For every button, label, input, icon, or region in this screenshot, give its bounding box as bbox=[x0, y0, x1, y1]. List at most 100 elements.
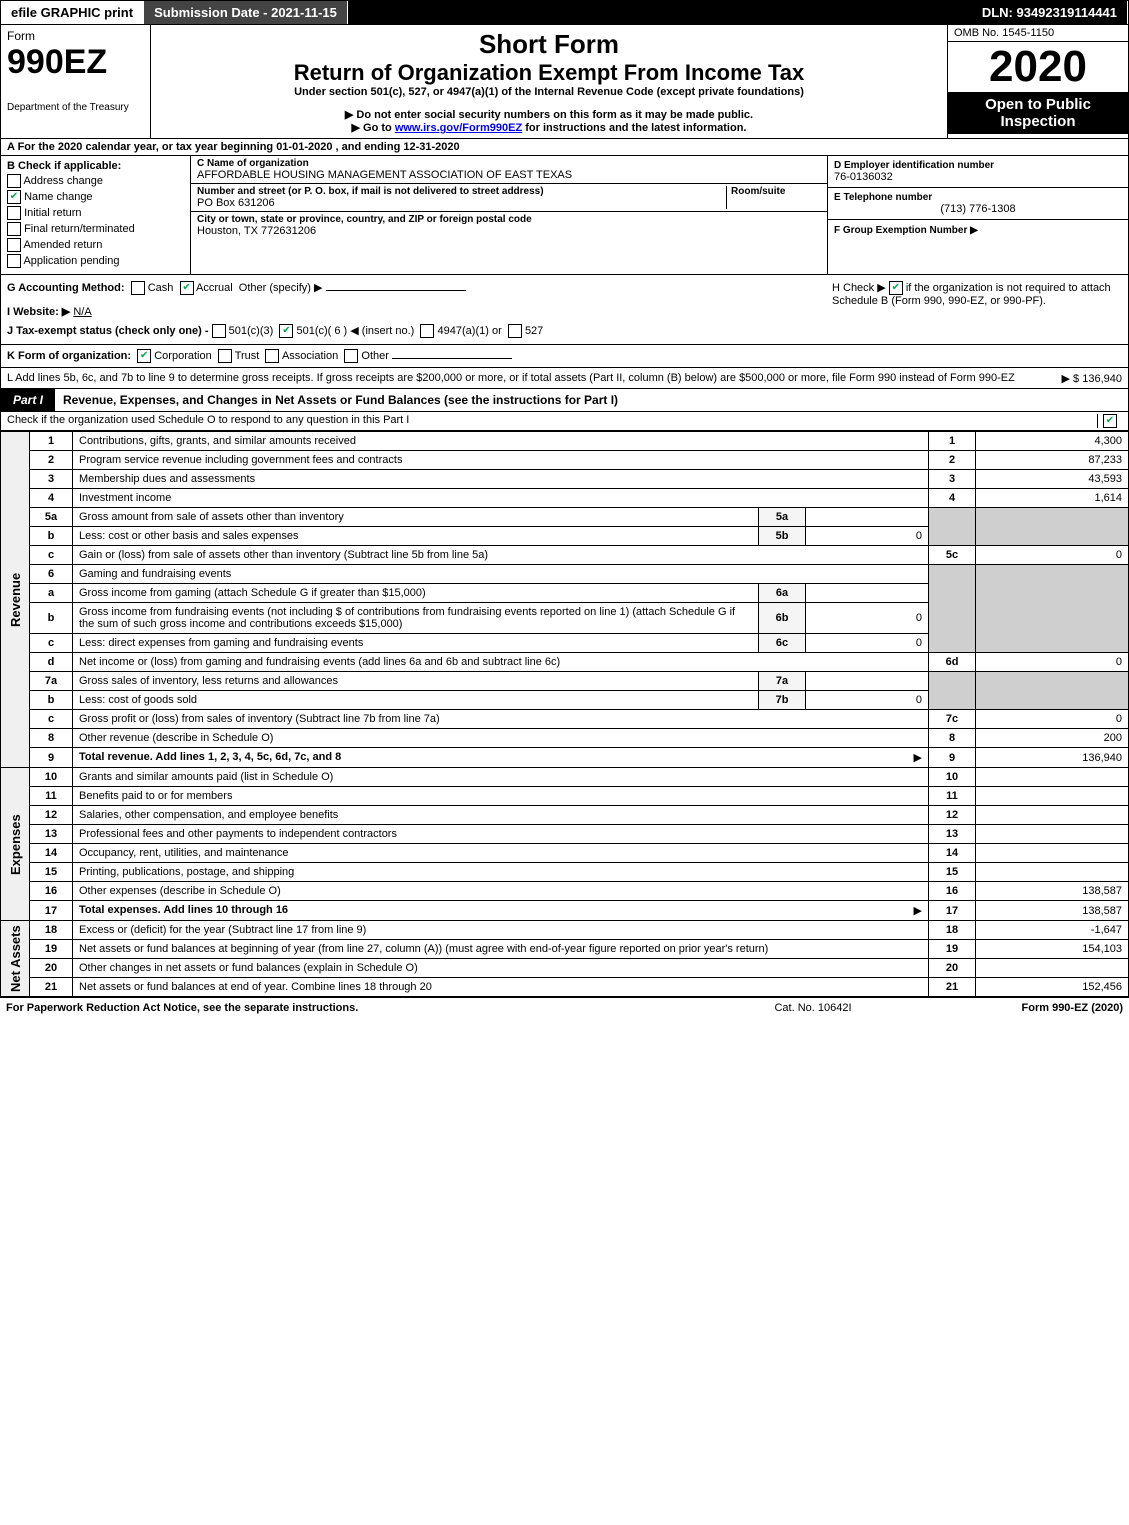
line-20-no: 20 bbox=[30, 959, 73, 978]
check-initial-return[interactable]: Initial return bbox=[7, 206, 184, 220]
other-specify-input[interactable] bbox=[326, 290, 466, 291]
line-5a: 5a Gross amount from sale of assets othe… bbox=[1, 508, 1129, 527]
org-street-cell: Number and street (or P. O. box, if mail… bbox=[191, 184, 827, 212]
line-9-no: 9 bbox=[30, 748, 73, 768]
part-1-table: Revenue 1 Contributions, gifts, grants, … bbox=[0, 431, 1129, 997]
line-7a: 7a Gross sales of inventory, less return… bbox=[1, 672, 1129, 691]
line-6d: d Net income or (loss) from gaming and f… bbox=[1, 653, 1129, 672]
line-7a-desc: Gross sales of inventory, less returns a… bbox=[73, 672, 759, 691]
check-cash[interactable] bbox=[131, 281, 145, 295]
line-2-no: 2 bbox=[30, 451, 73, 470]
line-8-col: 8 bbox=[929, 729, 976, 748]
line-11-col: 11 bbox=[929, 787, 976, 806]
line-6a-subval bbox=[806, 584, 929, 603]
line-1-no: 1 bbox=[30, 432, 73, 451]
check-corporation[interactable] bbox=[137, 349, 151, 363]
section-d: D Employer identification number 76-0136… bbox=[828, 156, 1128, 188]
line-3-desc: Membership dues and assessments bbox=[73, 470, 929, 489]
revenue-side-label: Revenue bbox=[1, 432, 30, 768]
check-other-org[interactable] bbox=[344, 349, 358, 363]
room-suite-label: Room/suite bbox=[731, 186, 821, 197]
line-12-no: 12 bbox=[30, 806, 73, 825]
line-19-no: 19 bbox=[30, 940, 73, 959]
line-9-desc: Total revenue. Add lines 1, 2, 3, 4, 5c,… bbox=[79, 751, 341, 763]
check-501c[interactable] bbox=[279, 324, 293, 338]
row-g: G Accounting Method: Cash Accrual Other … bbox=[7, 281, 832, 338]
page-footer: For Paperwork Reduction Act Notice, see … bbox=[0, 997, 1129, 1018]
section-e: E Telephone number (713) 776-1308 bbox=[828, 188, 1128, 220]
line-7-shade bbox=[929, 672, 976, 710]
line-18-desc: Excess or (deficit) for the year (Subtra… bbox=[73, 921, 929, 940]
line-15-no: 15 bbox=[30, 863, 73, 882]
line-7-shade-amt bbox=[976, 672, 1129, 710]
check-address-change[interactable]: Address change bbox=[7, 174, 184, 188]
opt-4947: 4947(a)(1) or bbox=[438, 325, 502, 337]
check-application-pending[interactable]: Application pending bbox=[7, 254, 184, 268]
opt-other-org: Other bbox=[361, 350, 389, 362]
line-15: 15 Printing, publications, postage, and … bbox=[1, 863, 1129, 882]
section-def: D Employer identification number 76-0136… bbox=[828, 156, 1128, 274]
part-1-header: Part I Revenue, Expenses, and Changes in… bbox=[0, 389, 1129, 412]
line-5c: c Gain or (loss) from sale of assets oth… bbox=[1, 546, 1129, 565]
line-7c-no: c bbox=[30, 710, 73, 729]
check-association[interactable] bbox=[265, 349, 279, 363]
line-7a-subval bbox=[806, 672, 929, 691]
line-6d-no: d bbox=[30, 653, 73, 672]
line-6-desc: Gaming and fundraising events bbox=[73, 565, 929, 584]
opt-corporation: Corporation bbox=[154, 350, 211, 362]
line-6c-desc: Less: direct expenses from gaming and fu… bbox=[73, 634, 759, 653]
expenses-side-label: Expenses bbox=[1, 768, 30, 921]
check-amended-return[interactable]: Amended return bbox=[7, 238, 184, 252]
opt-association: Association bbox=[282, 350, 338, 362]
omb-label: OMB No. 1545-1150 bbox=[948, 25, 1128, 42]
line-5a-subval bbox=[806, 508, 929, 527]
check-schedule-b[interactable] bbox=[889, 281, 903, 295]
line-5c-col: 5c bbox=[929, 546, 976, 565]
other-org-input[interactable] bbox=[392, 358, 512, 359]
check-501c3[interactable] bbox=[212, 324, 226, 338]
line-4-col: 4 bbox=[929, 489, 976, 508]
row-l: L Add lines 5b, 6c, and 7b to line 9 to … bbox=[0, 368, 1129, 389]
line-7a-no: 7a bbox=[30, 672, 73, 691]
check-final-return[interactable]: Final return/terminated bbox=[7, 222, 184, 236]
dln-label: DLN: 93492319114441 bbox=[972, 1, 1128, 24]
row-gh: G Accounting Method: Cash Accrual Other … bbox=[0, 275, 1129, 345]
line-14-amt bbox=[976, 844, 1129, 863]
part-1-title: Revenue, Expenses, and Changes in Net As… bbox=[55, 389, 1128, 411]
line-14: 14 Occupancy, rent, utilities, and maint… bbox=[1, 844, 1129, 863]
line-6d-desc: Net income or (loss) from gaming and fun… bbox=[73, 653, 929, 672]
line-19-amt: 154,103 bbox=[976, 940, 1129, 959]
line-10: Expenses 10 Grants and similar amounts p… bbox=[1, 768, 1129, 787]
check-name-change[interactable]: Name change bbox=[7, 190, 184, 204]
line-18-col: 18 bbox=[929, 921, 976, 940]
row-i-label: I Website: ▶ bbox=[7, 306, 70, 318]
form-word: Form bbox=[7, 29, 144, 43]
line-6d-col: 6d bbox=[929, 653, 976, 672]
ein-value: 76-0136032 bbox=[834, 171, 1122, 183]
line-7c-col: 7c bbox=[929, 710, 976, 729]
line-6b-no: b bbox=[30, 603, 73, 634]
check-name-change-label: Name change bbox=[24, 191, 93, 203]
check-4947[interactable] bbox=[420, 324, 434, 338]
line-17-arrow: ▶ bbox=[914, 904, 922, 917]
org-street-label: Number and street (or P. O. box, if mail… bbox=[197, 186, 726, 197]
row-h-prefix: H Check ▶ bbox=[832, 282, 886, 294]
line-9-col: 9 bbox=[929, 748, 976, 768]
check-o-box[interactable] bbox=[1097, 414, 1122, 428]
line-5-shade-amt bbox=[976, 508, 1129, 546]
footer-right: Form 990-EZ (2020) bbox=[923, 1002, 1123, 1014]
form-right-cell: OMB No. 1545-1150 2020 Open to Public In… bbox=[948, 25, 1128, 138]
row-k: K Form of organization: Corporation Trus… bbox=[0, 345, 1129, 368]
line-5c-amt: 0 bbox=[976, 546, 1129, 565]
line-7b-sub: 7b bbox=[759, 691, 806, 710]
irs-link[interactable]: www.irs.gov/Form990EZ bbox=[395, 122, 522, 134]
line-10-col: 10 bbox=[929, 768, 976, 787]
check-527[interactable] bbox=[508, 324, 522, 338]
line-7b-desc: Less: cost of goods sold bbox=[73, 691, 759, 710]
check-trust[interactable] bbox=[218, 349, 232, 363]
no-ssn-text: ▶ Do not enter social security numbers o… bbox=[157, 108, 941, 121]
line-3: 3 Membership dues and assessments 3 43,5… bbox=[1, 470, 1129, 489]
line-6-shade-amt bbox=[976, 565, 1129, 653]
check-accrual[interactable] bbox=[180, 281, 194, 295]
line-6c-sub: 6c bbox=[759, 634, 806, 653]
